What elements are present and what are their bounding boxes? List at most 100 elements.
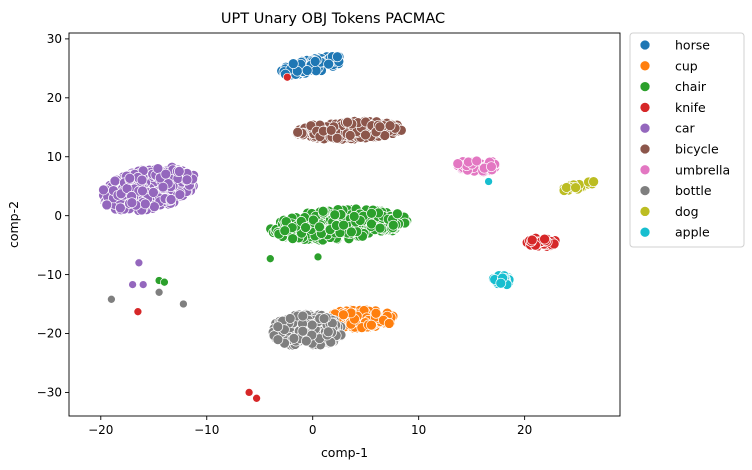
point-horse [301,65,313,76]
point-knife [252,393,261,403]
point-bicycle [360,129,371,141]
point-chair [348,211,360,222]
series-bottle [107,287,347,351]
point-knife [133,307,143,317]
point-bottle [272,321,284,333]
legend-marker-chair [639,81,651,92]
point-bottle [306,319,318,331]
point-bottle [322,326,334,338]
point-horse [310,65,322,77]
point-bicycle [342,116,353,128]
point-car [137,185,148,197]
series-car [98,161,199,289]
x-axis-label: comp-1 [321,445,368,460]
point-chair [338,219,349,231]
point-chair [313,252,323,262]
point-car [101,199,113,211]
point-bottle [300,335,312,347]
y-tick-label: 0 [54,209,62,223]
point-umbrella [452,158,464,170]
y-axis-label: comp-2 [6,201,21,248]
y-tick-label: 30 [47,32,62,46]
point-apple [495,277,507,289]
point-knife [282,72,292,82]
point-chair [279,225,291,237]
point-chair [387,219,399,231]
x-tick-label: −10 [194,423,219,437]
plot-frame [68,32,621,417]
legend-marker-knife [639,102,651,113]
point-car [148,187,159,198]
y-axis-ticks: −30 −20 −10 0 10 20 30 [37,32,69,400]
point-knife [526,234,538,246]
point-dog [570,182,581,193]
point-chair [374,222,386,234]
point-bottle [297,325,309,337]
point-car [115,202,126,214]
point-chair [265,254,275,264]
point-chair [300,222,311,233]
point-bicycle [344,130,356,141]
point-chair [317,205,329,217]
point-chair [346,226,357,238]
legend-label-horse: horse [675,38,710,53]
point-chair [392,208,403,220]
legend-label-chair: chair [675,79,707,94]
point-apple [484,177,493,186]
legend-marker-bottle [639,185,651,196]
points-layer [98,51,599,403]
x-tick-label: −20 [88,423,113,437]
point-car [174,189,186,200]
point-bottle [179,299,188,309]
point-bottle [288,333,300,344]
y-tick-label: −30 [37,386,62,400]
point-chair [366,218,377,230]
point-bicycle [384,120,396,132]
point-car [138,280,148,289]
point-umbrella [486,161,497,173]
legend-label-umbrella: umbrella [675,162,730,177]
series-horse [276,51,345,81]
point-car [128,280,137,289]
point-car [160,168,172,180]
point-chair [314,221,325,233]
point-car [165,194,177,205]
point-horse [287,58,299,70]
point-car [181,174,193,186]
point-bicycle [374,121,386,133]
point-car [173,166,185,177]
point-car [149,201,160,213]
point-bottle [318,313,330,324]
legend-marker-apple [639,226,651,238]
point-car [98,184,109,196]
series-apple [484,177,515,290]
series-chair [154,203,413,287]
point-car [126,197,138,209]
legend-label-cup: cup [675,58,698,73]
point-horse [309,56,321,67]
x-tick-label: 0 [309,423,317,437]
point-cup [383,318,395,329]
series-umbrella [452,155,501,178]
point-car [139,198,151,210]
legend-frame [629,32,745,248]
legend-marker-bicycle [639,143,651,155]
series-knife [133,72,561,403]
legend-marker-umbrella [639,164,651,176]
series-dog [558,176,599,196]
point-chair [366,207,377,219]
x-axis-ticks: −20 −10 0 10 20 [88,416,532,437]
point-umbrella [471,155,483,167]
legend-marker-horse [639,39,651,51]
point-knife [539,233,550,245]
point-car [136,174,148,186]
point-car [124,172,136,184]
point-horse [332,51,343,63]
point-car [157,181,169,193]
point-cup [366,319,377,331]
point-car [109,175,121,187]
legend-label-car: car [675,121,696,136]
point-chair [287,233,299,244]
legend-label-bicycle: bicycle [675,142,719,157]
